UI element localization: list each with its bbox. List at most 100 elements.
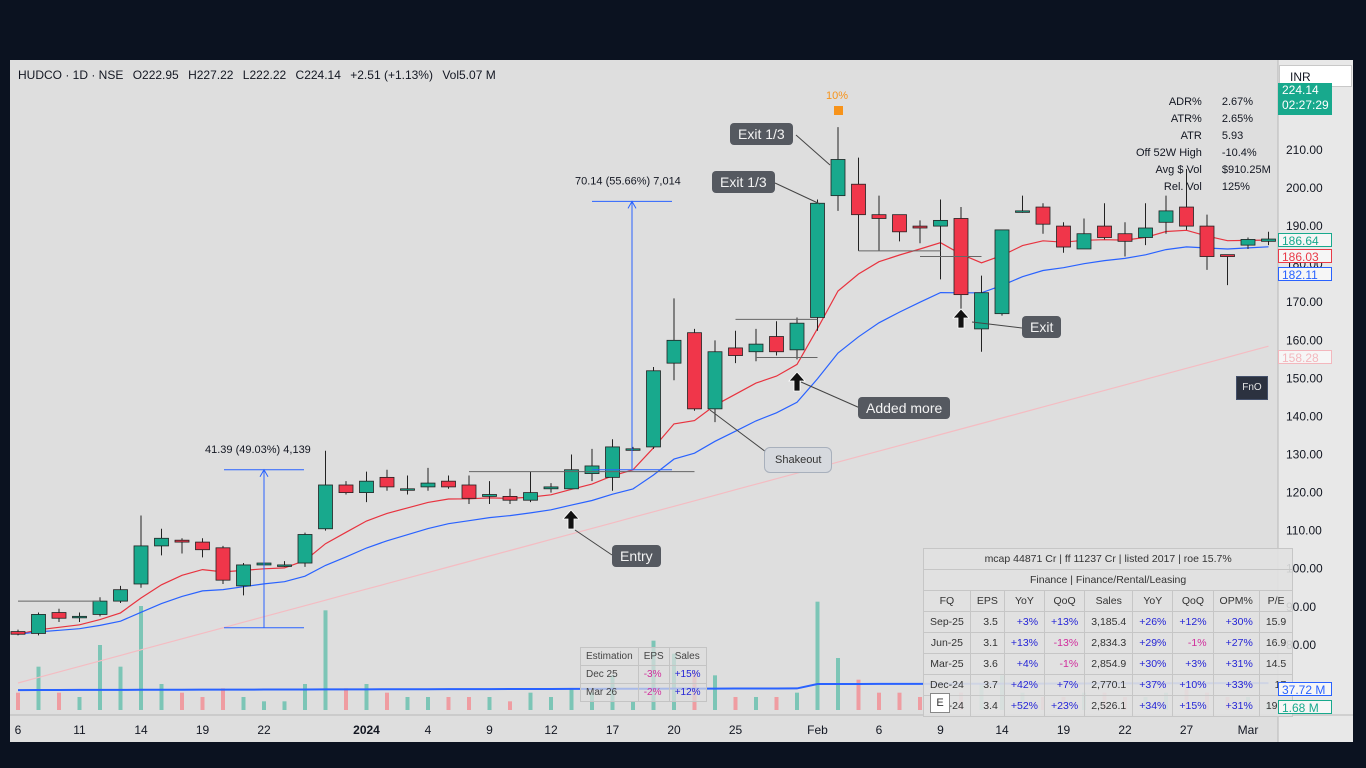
stat-label: ATR [1180,129,1202,142]
volume-value: Vol5.07 M [442,68,496,82]
callout-connector [774,182,821,205]
bearish-candle [502,496,518,501]
fin-header-cell: OPM% [1212,590,1260,612]
fin-cell: +26% [1132,611,1174,633]
shakeout-label[interactable]: Shakeout [764,447,833,473]
symbol-name[interactable]: HUDCO · 1D · NSE [18,68,124,82]
y-tick-label: 160.00 [1286,333,1323,347]
x-tick-label: 22 [1118,723,1132,737]
stats-panel: ADR% 2.67% ATR% 2.65% ATR 5.93 Off 52W High… [1130,93,1277,195]
bullish-candle [420,482,436,488]
pct-marker-square [834,106,843,115]
bearish-candle [441,480,456,488]
bullish-candle [1261,238,1276,242]
fin-cell: +37% [1132,674,1174,696]
fin-cell: Jun-25 [923,632,971,654]
x-tick-label: 14 [134,723,148,737]
callout-connector [971,321,1023,329]
bearish-candle [1035,206,1051,225]
chart-area[interactable]: 41.39 (49.03%) 4,139 70.14 (55.66%) 7,014… [10,60,1353,742]
bullish-candle [1076,233,1092,250]
fin-cell: Sep-25 [923,611,971,633]
volume-bar [877,692,881,710]
bearish-candle [1179,206,1194,227]
fin-cell: 3.1 [969,632,1005,654]
measure-1-label: 41.39 (49.03%) 4,139 [205,444,311,456]
entry-label[interactable]: Entry [612,545,661,567]
bullish-candle [994,229,1010,315]
fin-cell: 14.5 [1258,653,1294,675]
stat-value: 2.67% [1221,95,1254,108]
bullish-candle [789,322,805,351]
fin-cell: +33% [1212,674,1260,696]
y-tick-label: 210.00 [1286,143,1323,157]
exit-label[interactable]: Exit [1022,316,1062,338]
fin-header-cell: YoY [1132,590,1174,612]
bearish-candle [1220,254,1235,257]
x-tick-label: 19 [1057,723,1071,737]
open-value: O222.95 [132,68,179,82]
bullish-candle [133,545,149,585]
stat-label: ATR% [1170,112,1202,125]
fin-cell: +31% [1212,695,1260,717]
volume-bar [159,684,164,710]
earnings-marker[interactable]: E [930,693,950,713]
measure-1-arrowhead [259,468,269,478]
bullish-candle [1158,210,1174,223]
bullish-candle [933,219,948,227]
fin-cell: +7% [1044,674,1086,696]
fin-cell: +30% [1132,653,1174,675]
volume-bar [754,697,758,710]
y-tick-label: 200.00 [1286,181,1323,195]
ema-slow-line [17,246,1269,635]
fno-badge[interactable]: FnO [1236,376,1268,400]
volume-bar [200,697,205,710]
bullish-candle [810,202,825,318]
x-tick-label: 17 [606,723,620,737]
fin-cell: +30% [1212,611,1260,633]
bearish-candle [1097,225,1112,238]
volume-bar [815,601,820,710]
fin-row: Dec-243.7+42%+7%2,770.1+37%+10%+33%17 [923,674,1294,696]
x-tick-label: 2024 [353,723,380,737]
exit-arrow [952,308,970,329]
bullish-candle [1015,210,1030,213]
bullish-candle [236,564,251,587]
price-tag: 158.28 [1278,350,1332,365]
added-more-label[interactable]: Added more [858,397,951,419]
volume-bar [221,688,225,710]
volume-bar [180,692,184,710]
bullish-candle [830,159,846,197]
volume-bar [918,697,922,710]
volume-bar [631,701,635,710]
fin-cell: +42% [1003,674,1046,696]
fin-cell: 2,854.9 [1084,653,1134,675]
exit-third-label-1[interactable]: Exit 1/3 [730,123,793,145]
bearish-candle [195,541,210,551]
bullish-candle [605,446,620,478]
bullish-candle [297,534,313,564]
volume-bar [774,697,779,710]
fin-cell: +10% [1172,674,1214,696]
x-tick-label: 6 [15,723,22,737]
y-tick-label: 80.00 [1286,638,1316,652]
currency-selector[interactable]: INR [1279,65,1352,87]
fin-cell: 3.7 [969,674,1005,696]
price-tag: 182.11 [1278,267,1332,282]
bearish-candle [338,484,354,494]
fin-cell: +52% [1003,695,1046,717]
fin-header-cell: QoQ [1172,590,1214,612]
bullish-candle [31,614,46,634]
fin-cell: +12% [1172,611,1214,633]
bullish-candle [666,339,682,364]
long-ma-line [17,345,1269,684]
volume-bar [77,697,82,710]
stat-label: Rel. Vol [1163,180,1202,193]
bearish-candle [892,214,907,233]
bearish-candle [51,612,67,619]
bullish-candle [1240,239,1256,246]
y-tick-label: 190.00 [1286,219,1323,233]
measure-2-arrowhead [627,200,637,209]
last-price-tag: 224.14 02:27:29 [1278,83,1332,115]
exit-third-label-2[interactable]: Exit 1/3 [712,171,775,193]
